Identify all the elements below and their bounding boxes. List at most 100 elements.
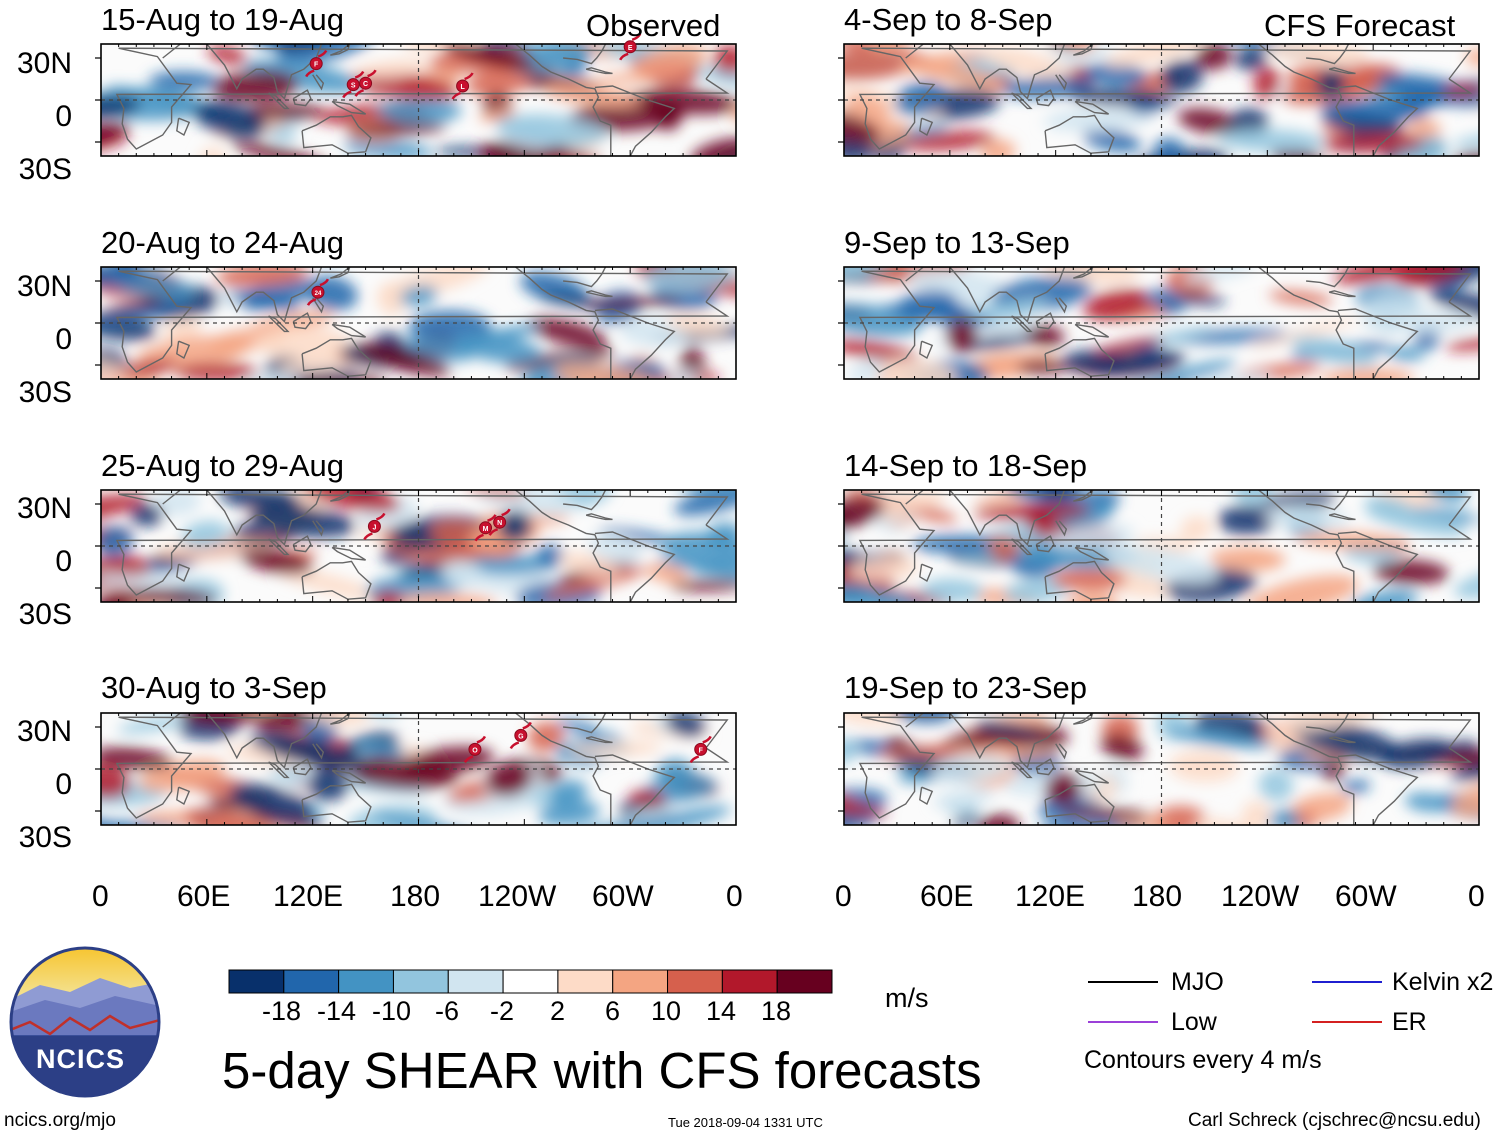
colorbar-swatch [721,969,778,994]
coastline [1011,92,1033,110]
shear-blob [1158,300,1187,314]
colorbar-tick: 6 [605,996,621,1026]
coastline [1337,754,1419,825]
map-panels: F S C L E 24 J M N O G F [95,33,1480,826]
coastline [1258,713,1355,825]
coastline [162,713,323,769]
shear-blob [276,44,375,65]
shear-blob [372,812,489,825]
coastline [176,786,191,806]
shear-blob [1016,360,1071,374]
colorbar-swatch [447,969,504,994]
colorbar [228,969,833,994]
storm-marker: M [474,514,497,542]
shear-blob [900,130,996,151]
shear-blob [1083,128,1141,153]
lon-label-360: 0 [1468,880,1485,913]
shear-blob [1000,76,1095,99]
shear-blob [340,757,458,790]
coastline [1337,531,1419,602]
shear-blob [399,285,438,307]
panel-title-observed-2: 20-Aug to 24-Aug [101,225,345,260]
shear-blob [538,801,600,825]
coastline [268,92,290,110]
coastlines [115,44,730,156]
shear-blob [496,113,608,147]
coastlines [858,267,1473,379]
storm-marker: F [689,735,712,764]
coastline [594,754,676,825]
storm-label: E [628,45,633,52]
storm-label: 24 [315,291,322,297]
shear-blob [844,267,893,277]
shear-blob [1150,805,1206,825]
shear-blob [897,289,958,321]
colorbar-tick: 18 [761,996,792,1026]
shear-blob [378,267,489,300]
shear-blob [568,100,685,132]
coastline [176,340,191,360]
shear-blob [713,44,736,78]
shear-blob [377,98,462,124]
storm-marker: O [463,735,487,764]
shear-blob [454,333,542,364]
coastline [115,270,730,373]
shear-blob [148,71,220,91]
shear-blob [543,83,642,107]
shear-blob [267,126,297,142]
coastline [1044,560,1115,600]
coastline [1073,44,1094,56]
shear-blob [634,44,708,81]
coastline [585,513,613,521]
storm-marker: S [342,70,365,99]
shear-blob [844,738,860,765]
panel-title-forecast-2: 9-Sep to 13-Sep [844,225,1070,260]
colorbar-swatch [612,969,669,994]
shear-blob [250,505,356,538]
coastline [919,117,934,137]
map-panel [838,489,1480,603]
shear-blob [101,747,173,771]
coastline [115,493,730,596]
coastline [301,337,372,377]
axis-ticks [95,44,737,156]
coastline [1258,267,1355,379]
shear-blob [184,713,232,717]
shear-blob [219,490,301,512]
lat-label-30n: 30N [16,47,72,80]
storm-marker: E [619,33,642,61]
coastlines [115,490,730,602]
shear-blob [1069,44,1097,53]
lat-label-eq: 0 [55,323,72,356]
shear-blob [1043,44,1113,67]
coastline [1328,67,1356,75]
shear-blob [980,46,1072,79]
coastline [1306,713,1350,734]
coastline [330,713,351,725]
coastline [331,546,366,561]
shear-blob [193,101,267,138]
shear-blob [844,339,919,363]
shear-blob [1266,713,1382,735]
shear-blob [844,50,908,81]
shear-blob [353,739,406,758]
shear-blob [1101,544,1218,584]
shear-blob [216,267,309,287]
shear-blob [894,81,946,115]
panel-title-observed-4: 30-Aug to 3-Sep [101,670,327,705]
shear-blob [344,122,447,137]
coastline [268,538,290,556]
shear-blob [673,490,736,516]
shear-blob [1258,769,1294,802]
shear-blob [921,578,984,602]
shear-blob [844,584,926,602]
contour-note: Contours every 4 m/s [1084,1046,1322,1074]
website-link[interactable]: ncics.org/mjo [4,1110,116,1131]
axis-ticks [95,490,737,602]
shear-blob [101,494,146,526]
shear-blob [1092,337,1164,356]
coastline [115,716,730,819]
coastline [1074,769,1109,784]
credit-email[interactable]: Carl Schreck (cjschrec@ncsu.edu) [1188,1110,1481,1131]
shear-blob [239,278,311,311]
